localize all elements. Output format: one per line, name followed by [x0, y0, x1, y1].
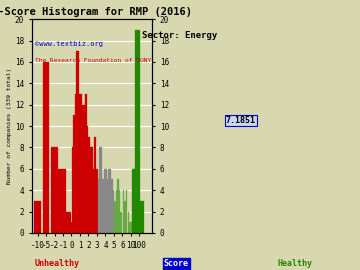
- Bar: [34, 201, 41, 233]
- Bar: [81, 94, 82, 233]
- Bar: [84, 105, 85, 233]
- Bar: [110, 169, 111, 233]
- Bar: [105, 169, 107, 233]
- Bar: [121, 211, 122, 233]
- Title: Z-Score Histogram for RMP (2016): Z-Score Histogram for RMP (2016): [0, 7, 192, 17]
- Bar: [117, 180, 119, 233]
- Bar: [124, 201, 126, 233]
- Text: ©www.textbiz.org: ©www.textbiz.org: [35, 40, 103, 46]
- Bar: [85, 94, 87, 233]
- Bar: [132, 169, 136, 233]
- Bar: [129, 222, 131, 233]
- Bar: [90, 147, 91, 233]
- Bar: [100, 147, 102, 233]
- Bar: [96, 169, 98, 233]
- Bar: [119, 190, 121, 233]
- Bar: [51, 147, 58, 233]
- Bar: [94, 137, 96, 233]
- Text: Unhealthy: Unhealthy: [35, 259, 80, 268]
- Bar: [122, 190, 124, 233]
- Bar: [87, 126, 89, 233]
- Y-axis label: Number of companies (339 total): Number of companies (339 total): [7, 68, 12, 184]
- Bar: [73, 115, 75, 233]
- Bar: [72, 147, 73, 233]
- Bar: [68, 211, 71, 233]
- Bar: [89, 137, 90, 233]
- Bar: [60, 169, 66, 233]
- Bar: [217, 105, 223, 233]
- Bar: [57, 169, 60, 233]
- Bar: [82, 105, 84, 233]
- Bar: [76, 51, 78, 233]
- Bar: [108, 169, 110, 233]
- Bar: [78, 51, 79, 233]
- Bar: [98, 180, 99, 233]
- Bar: [91, 147, 93, 233]
- Bar: [139, 201, 144, 233]
- Bar: [102, 180, 104, 233]
- Bar: [79, 94, 81, 233]
- Bar: [68, 222, 75, 233]
- Text: Sector: Energy: Sector: Energy: [142, 31, 218, 40]
- Bar: [104, 169, 105, 233]
- Text: 7.1851: 7.1851: [226, 116, 256, 125]
- Bar: [114, 201, 116, 233]
- Bar: [127, 211, 129, 233]
- Bar: [99, 147, 100, 233]
- Text: Score: Score: [164, 259, 189, 268]
- Bar: [126, 190, 127, 233]
- Text: The Research Foundation of SUNY: The Research Foundation of SUNY: [35, 58, 152, 63]
- Bar: [116, 190, 117, 233]
- Bar: [131, 222, 132, 233]
- Bar: [113, 190, 114, 233]
- Bar: [111, 180, 113, 233]
- Text: Healthy: Healthy: [278, 259, 313, 268]
- Bar: [42, 62, 49, 233]
- Bar: [135, 30, 140, 233]
- Bar: [66, 211, 69, 233]
- Bar: [75, 94, 76, 233]
- Bar: [93, 169, 94, 233]
- Bar: [107, 180, 108, 233]
